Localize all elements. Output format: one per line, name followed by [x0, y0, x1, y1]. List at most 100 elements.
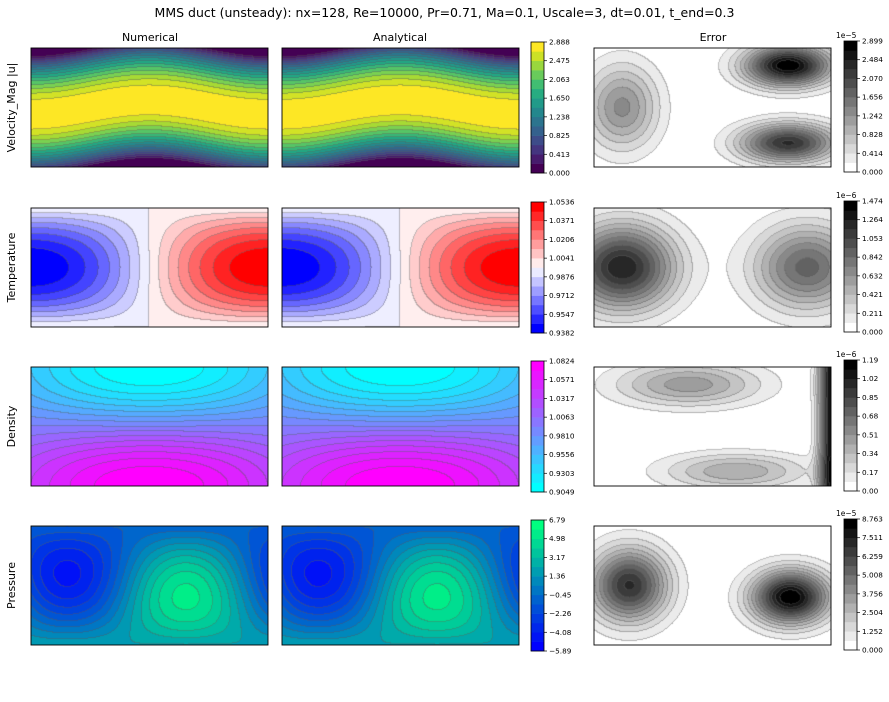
velocity-numerical-plot: [31, 48, 268, 167]
pressure-error-plot: [594, 526, 831, 645]
pressure-colorbar-band: [531, 557, 544, 568]
temperature-numerical-plot: [31, 208, 268, 327]
velocity-colorbar-band: [531, 51, 544, 62]
velocity-colorbar-band: [531, 98, 544, 108]
velocity-error-colorbar-band: [844, 87, 857, 98]
temperature-error-scale-label: 1e−6: [836, 191, 857, 200]
temperature-error-colorbar-band: [844, 229, 857, 239]
velocity-analytical-plot: [282, 48, 519, 167]
pressure-colorbar-band: [531, 566, 544, 577]
pressure-colorbar-frame: [530, 519, 545, 652]
temperature-colorbar-band: [531, 258, 544, 268]
velocity-colorbar-band: [531, 79, 544, 90]
temperature-error-colorbar-tick-label: 1.474: [862, 197, 883, 206]
velocity-numerical-frame: [30, 47, 269, 168]
pressure-colorbar-tick-label: −5.89: [549, 647, 572, 656]
pressure-error-colorbar-tick-label: 8.763: [862, 515, 883, 524]
velocity-error-colorbar-tick-label: 0.828: [862, 130, 883, 139]
velocity-error-colorbar-band: [844, 41, 857, 51]
temperature-colorbar-tick-label: 0.9712: [549, 291, 575, 300]
velocity-error-colorbar-tick-label: 0.000: [862, 168, 883, 177]
velocity-colorbar-tick-label: 0.825: [549, 131, 570, 140]
temperature-error-colorbar-band: [844, 294, 857, 305]
pressure-colorbar-band: [531, 594, 544, 605]
density-colorbar-frame: [530, 360, 545, 493]
velocity-error-colorbar-band: [844, 143, 857, 154]
column-title-analytical: Analytical: [373, 31, 427, 44]
density-error-colorbar-band: [844, 406, 857, 417]
pressure-colorbar-tick-label: −2.26: [549, 609, 572, 618]
temperature-colorbar-frame: [530, 201, 545, 334]
velocity-analytical-frame: [281, 47, 520, 168]
pressure-colorbar-band: [531, 548, 544, 558]
velocity-colorbar-band: [531, 88, 544, 99]
pressure-error-colorbar-tick-label: 6.259: [862, 552, 883, 561]
pressure-error-colorbar-band: [844, 528, 857, 539]
pressure-error-colorbar-band: [844, 519, 857, 529]
temperature-colorbar-band: [531, 211, 544, 222]
density-colorbar-tick-label: 1.0317: [549, 394, 575, 403]
density-colorbar-band: [531, 379, 544, 390]
temperature-numerical-frame: [30, 207, 269, 328]
pressure-colorbar-band: [531, 604, 544, 614]
velocity-error-colorbar-tick-label: 1.656: [862, 93, 883, 102]
pressure-error-colorbar-band: [844, 547, 857, 557]
density-error-colorbar-band: [844, 453, 857, 464]
temperature-error-colorbar-tick-label: 0.000: [862, 328, 883, 337]
pressure-analytical-frame: [281, 525, 520, 646]
density-error-colorbar-band: [844, 369, 857, 380]
velocity-error-colorbar-band: [844, 50, 857, 61]
density-error-colorbar-band: [844, 388, 857, 398]
temperature-colorbar-band: [531, 220, 544, 231]
pressure-numerical-frame: [30, 525, 269, 646]
density-colorbar-band: [531, 473, 544, 483]
temperature-colorbar-tick-label: 1.0206: [549, 235, 575, 244]
pressure-error-colorbar-band: [844, 537, 857, 548]
pressure-error-colorbar-tick-label: 1.252: [862, 627, 883, 636]
velocity-colorbar-band: [531, 154, 544, 164]
temperature-analytical-frame: [281, 207, 520, 328]
pressure-colorbar-tick-label: 6.79: [549, 516, 566, 525]
temperature-colorbar-tick-label: 1.0041: [549, 254, 575, 263]
velocity-colorbar-band: [531, 70, 544, 80]
pressure-error-colorbar-band: [844, 631, 857, 641]
density-error-colorbar-tick-label: 0.34: [862, 449, 879, 458]
row-label-velocity: Velocity_Mag |u|: [5, 63, 18, 153]
density-error-colorbar-band: [844, 444, 857, 454]
figure-title: MMS duct (unsteady): nx=128, Re=10000, P…: [155, 5, 735, 20]
temperature-error-colorbar-tick-label: 1.264: [862, 215, 883, 224]
velocity-error-colorbar-tick-label: 1.242: [862, 111, 883, 120]
density-colorbar-tick-label: 0.9556: [549, 450, 575, 459]
density-colorbar-band: [531, 361, 544, 371]
temperature-error-colorbar-band: [844, 285, 857, 295]
temperature-error-colorbar-band: [844, 201, 857, 211]
temperature-colorbar-band: [531, 239, 544, 250]
velocity-colorbar-frame: [530, 41, 545, 174]
density-numerical-frame: [30, 366, 269, 487]
velocity-colorbar-band: [531, 60, 544, 71]
density-analytical-frame: [281, 366, 520, 487]
density-colorbar-tick-label: 0.9810: [549, 431, 575, 440]
pressure-colorbar-band: [531, 529, 544, 540]
density-colorbar-tick-label: 1.0571: [549, 375, 575, 384]
density-error-plot: [594, 367, 831, 486]
density-colorbar-band: [531, 389, 544, 399]
row-label-pressure: Pressure: [5, 562, 18, 609]
density-colorbar-tick-label: 1.0824: [549, 357, 575, 366]
velocity-colorbar-tick-label: 2.888: [549, 38, 570, 47]
density-colorbar-band: [531, 426, 544, 437]
pressure-error-colorbar-band: [844, 621, 857, 632]
temperature-error-colorbar-band: [844, 322, 857, 333]
row-label-temperature: Temperature: [5, 232, 18, 303]
density-error-colorbar-band: [844, 360, 857, 370]
temperature-colorbar-tick-label: 0.9382: [549, 329, 575, 338]
density-colorbar-tick-label: 0.9303: [549, 469, 575, 478]
density-colorbar-band: [531, 454, 544, 465]
velocity-colorbar-tick-label: 0.413: [549, 150, 570, 159]
temperature-colorbar-band: [531, 276, 544, 287]
temperature-colorbar-band: [531, 267, 544, 278]
temperature-error-colorbar-band: [844, 275, 857, 286]
velocity-error-colorbar-tick-label: 2.070: [862, 74, 883, 83]
density-colorbar-band: [531, 463, 544, 474]
